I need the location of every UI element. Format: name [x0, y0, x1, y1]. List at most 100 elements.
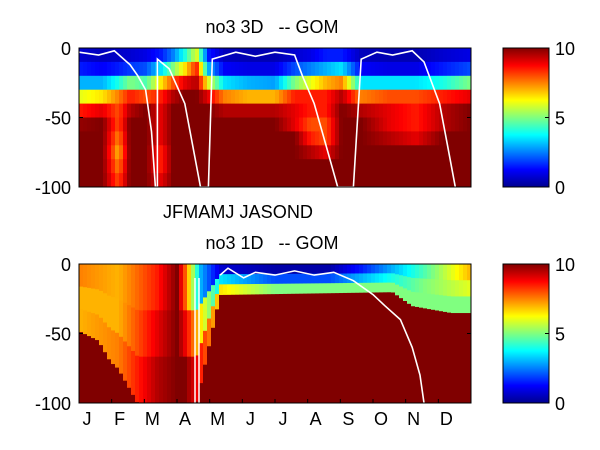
heatmap-cell: [427, 131, 432, 146]
heatmap-cell: [411, 277, 416, 293]
heatmap-cell: [403, 264, 408, 403]
heatmap-cell: [291, 173, 296, 187]
heatmap-cell: [447, 89, 452, 105]
heatmap-cell: [347, 131, 352, 146]
heatmap-cell: [227, 48, 232, 63]
heatmap-cell: [399, 286, 404, 299]
heatmap-cell: [259, 283, 264, 295]
heatmap-cell: [151, 310, 156, 358]
heatmap-cell: [87, 103, 92, 119]
heatmap-cell: [203, 131, 208, 146]
heatmap-cell: [355, 282, 360, 293]
heatmap-cell: [219, 159, 224, 174]
panel-1d-colorbar: 0 5 10: [502, 255, 575, 414]
heatmap-cell: [303, 61, 308, 77]
heatmap-cell: [303, 273, 308, 284]
heatmap-cell: [319, 103, 324, 119]
heatmap-cell: [91, 103, 96, 119]
heatmap-cell: [163, 48, 168, 63]
heatmap-cell: [191, 48, 196, 63]
heatmap-cell: [227, 131, 232, 146]
heatmap-cell: [203, 159, 208, 174]
heatmap-cell: [235, 264, 240, 403]
heatmap-cell: [147, 264, 152, 311]
heatmap-cell: [247, 264, 252, 403]
heatmap-cell: [131, 264, 136, 308]
heatmap-cell: [239, 117, 244, 132]
heatmap-cell: [247, 264, 252, 275]
heatmap-cell: [291, 75, 296, 91]
heatmap-cell: [339, 264, 344, 274]
heatmap-cell: [451, 131, 456, 146]
y-tick-label: -100: [35, 394, 71, 414]
heatmap-cell: [363, 273, 368, 284]
heatmap-cell: [187, 159, 192, 174]
heatmap-cell: [455, 159, 460, 174]
heatmap-cell: [407, 290, 412, 304]
heatmap-cell: [79, 131, 84, 146]
heatmap-cell: [235, 173, 240, 187]
heatmap-cell: [291, 283, 296, 294]
heatmap-cell: [339, 273, 344, 284]
heatmap-cell: [175, 173, 180, 187]
heatmap-cell: [407, 277, 412, 291]
heatmap-cell: [115, 61, 120, 77]
heatmap-cell: [259, 131, 264, 146]
heatmap-cell: [151, 264, 156, 311]
heatmap-cell: [427, 293, 432, 310]
heatmap-cell: [275, 61, 280, 77]
heatmap-cell: [99, 103, 104, 119]
heatmap-cell: [127, 159, 132, 174]
heatmap-cell: [435, 173, 440, 187]
x-tick-label: N: [407, 409, 420, 429]
heatmap-cell: [363, 159, 368, 174]
heatmap-cell: [223, 117, 228, 132]
heatmap-cell: [191, 159, 196, 174]
heatmap-cell: [163, 61, 168, 77]
heatmap-cell: [143, 131, 148, 146]
panel-1d-colorbar-ticks: 0 5 10: [545, 255, 575, 414]
heatmap-cell: [183, 356, 188, 403]
heatmap-cell: [367, 264, 372, 403]
heatmap-cell: [271, 89, 276, 105]
heatmap-cell: [199, 89, 204, 105]
heatmap-cell: [463, 75, 468, 91]
heatmap-cell: [219, 48, 224, 63]
heatmap-cell: [279, 145, 284, 160]
heatmap-cell: [239, 145, 244, 160]
heatmap-cell: [407, 264, 412, 403]
heatmap-cell: [367, 173, 372, 187]
heatmap-cell: [295, 173, 300, 187]
heatmap-cell: [351, 61, 356, 77]
heatmap-cell: [103, 89, 108, 105]
heatmap-cell: [251, 264, 256, 403]
heatmap-cell: [147, 356, 152, 403]
heatmap-cell: [371, 273, 376, 284]
heatmap-cell: [263, 89, 268, 105]
heatmap-cell: [211, 89, 216, 105]
panel-3d-heatmap: [79, 48, 471, 187]
y-tick-label: 0: [61, 255, 71, 275]
heatmap-cell: [143, 159, 148, 174]
heatmap-cell: [347, 61, 352, 77]
heatmap-cell: [451, 103, 456, 119]
heatmap-cell: [387, 273, 392, 283]
heatmap-cell: [431, 294, 436, 310]
heatmap-cell: [147, 173, 152, 187]
heatmap-cell: [143, 173, 148, 187]
heatmap-cell: [195, 145, 200, 160]
heatmap-cell: [283, 117, 288, 132]
heatmap-cell: [387, 103, 392, 119]
heatmap-cell: [119, 89, 124, 105]
heatmap-cell: [283, 61, 288, 77]
heatmap-cell: [439, 75, 444, 91]
heatmap-cell: [419, 145, 424, 160]
heatmap-cell: [191, 103, 196, 119]
heatmap-cell: [355, 48, 360, 63]
heatmap-cell: [455, 296, 460, 314]
heatmap-cell: [187, 61, 192, 77]
heatmap-cell: [139, 48, 144, 63]
heatmap-cell: [183, 75, 188, 91]
heatmap-cell: [167, 264, 172, 311]
heatmap-cell: [371, 264, 376, 403]
